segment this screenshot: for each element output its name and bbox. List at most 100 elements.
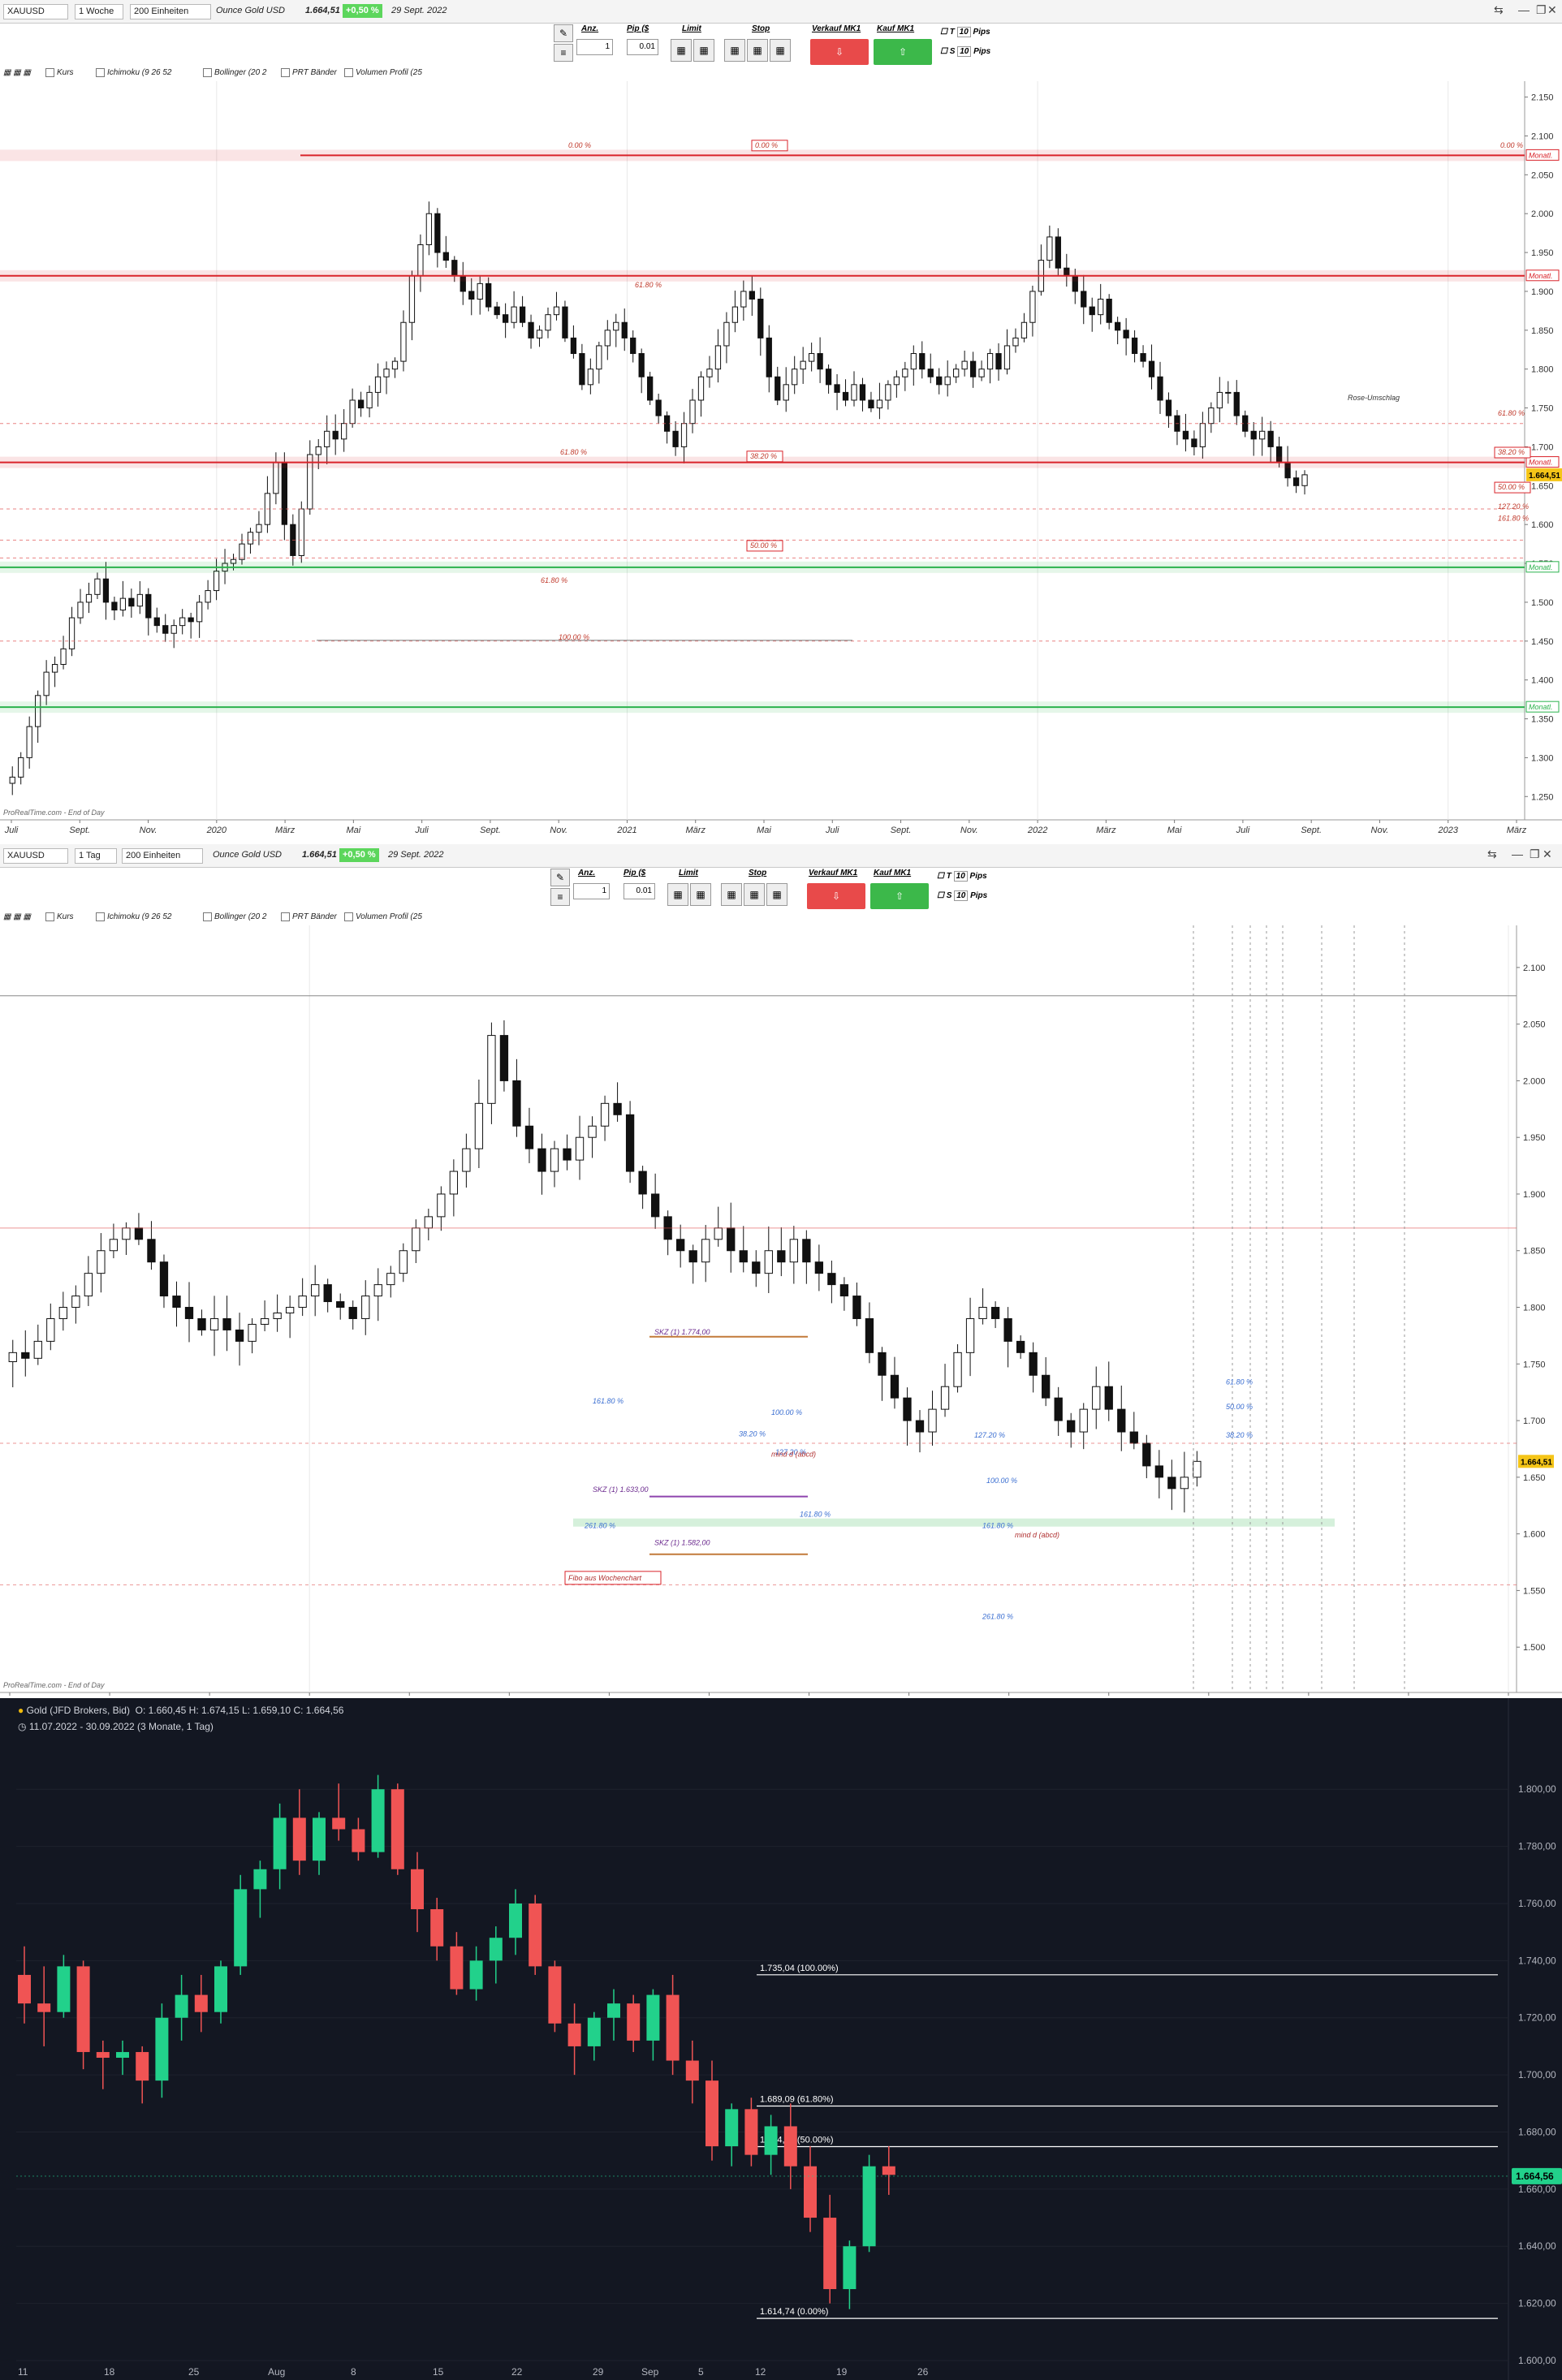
candle-bull bbox=[1208, 407, 1215, 425]
candle-bear bbox=[570, 337, 577, 355]
s-checkbox[interactable]: ☐ S 10 Pips bbox=[937, 890, 988, 901]
fib-label: 38.20 % bbox=[1498, 448, 1525, 456]
stop-2-icon[interactable]: ▦ bbox=[744, 883, 765, 906]
indicator-volume-profile[interactable]: Volumen Profil (25 bbox=[344, 68, 422, 77]
weekly-chart-svg[interactable]: 2.150 2.100 2.050 2.000 1.950 1.900 1.850 1.800… bbox=[0, 81, 1562, 844]
candle-bull bbox=[8, 1352, 17, 1363]
indicator-price[interactable]: Kurs bbox=[45, 912, 74, 921]
sell-market-button[interactable]: ⇩ bbox=[810, 39, 869, 65]
indicator-prt-bands[interactable]: PRT Bänder bbox=[281, 912, 337, 921]
y-tick-label: 1.800 bbox=[1531, 365, 1554, 375]
candle-bear bbox=[827, 1273, 836, 1286]
limit-buy-icon[interactable]: ▦ bbox=[667, 883, 688, 906]
y-tick-label: 1.900 bbox=[1523, 1190, 1546, 1200]
ticket-icon[interactable]: ≡ bbox=[554, 44, 573, 62]
limit-label: Limit bbox=[679, 869, 698, 877]
candle-bull bbox=[383, 369, 390, 377]
candle-bear bbox=[96, 2051, 110, 2058]
indicator-prt-bands[interactable]: PRT Bänder bbox=[281, 68, 337, 77]
pip-input[interactable]: 0.01 bbox=[624, 883, 655, 899]
candle-bull bbox=[862, 2166, 876, 2247]
candle-bull bbox=[51, 664, 58, 673]
y-tick-label: 1.650 bbox=[1523, 1473, 1546, 1483]
candle-bear bbox=[1182, 430, 1189, 440]
candle-bear bbox=[524, 1125, 534, 1149]
settings-icon[interactable]: ✎ bbox=[550, 869, 570, 886]
pip-input[interactable]: 0.01 bbox=[627, 39, 658, 55]
t-checkbox[interactable]: ☐ T 10 Pips bbox=[940, 27, 990, 37]
t-checkbox[interactable]: ☐ T 10 Pips bbox=[937, 871, 987, 882]
candle-bull bbox=[374, 376, 382, 393]
candle-bull bbox=[723, 321, 730, 347]
y-tick-label: 1.600 bbox=[1531, 520, 1554, 530]
symbol-select[interactable]: XAUUSD bbox=[3, 848, 68, 864]
minimize-icon[interactable]: — bbox=[1512, 847, 1523, 860]
limit-buy-icon[interactable]: ▦ bbox=[671, 39, 692, 62]
interval-select[interactable]: 1 Woche bbox=[75, 4, 123, 19]
candle-bear bbox=[332, 430, 339, 440]
quote-date: 29 Sept. 2022 bbox=[388, 850, 444, 860]
interval-select[interactable]: 1 Tag bbox=[75, 848, 117, 864]
sell-market-button[interactable]: ⇩ bbox=[807, 883, 865, 909]
stop-2-icon[interactable]: ▦ bbox=[747, 39, 768, 62]
indicator-price[interactable]: Kurs bbox=[45, 68, 74, 77]
y-tick-label: 1.850 bbox=[1531, 326, 1554, 336]
candle-bull bbox=[808, 353, 815, 362]
toolbar-icons[interactable]: ▦ ▦ ▦ bbox=[3, 68, 31, 77]
candle-bull bbox=[536, 330, 543, 338]
last-price-badge bbox=[1512, 2167, 1562, 2184]
units-select[interactable]: 200 Einheiten bbox=[130, 4, 211, 19]
refresh-icon[interactable]: ⇆ bbox=[1487, 847, 1497, 860]
candle-bear bbox=[18, 1974, 31, 2004]
symbol-select[interactable]: XAUUSD bbox=[3, 4, 68, 19]
candle-bear bbox=[638, 353, 645, 377]
fib-label: 50.00 % bbox=[1498, 483, 1525, 491]
minimize-icon[interactable]: — bbox=[1518, 3, 1530, 16]
tv-chart-svg[interactable]: 1.800,00 1.780,00 1.760,00 1.740,00 1.720,00… bbox=[0, 1698, 1562, 2380]
buy-market-button[interactable]: ⇧ bbox=[870, 883, 929, 909]
chart-label: 127.20 % bbox=[775, 1448, 806, 1456]
pip-label: Pip ($ bbox=[627, 24, 649, 33]
chart-label: SKZ (1) 1.582,00 bbox=[654, 1539, 710, 1547]
level-tag-text: Monatl. bbox=[1529, 459, 1553, 467]
indicator-ichimoku[interactable]: Ichimoku (9 26 52 bbox=[96, 912, 172, 921]
candle-bull bbox=[701, 1239, 710, 1263]
y-tick-label: 1.350 bbox=[1531, 715, 1554, 725]
indicator-bollinger[interactable]: Bollinger (20 2 bbox=[203, 912, 266, 921]
restore-icon[interactable]: ❐ bbox=[1536, 3, 1547, 16]
candle-bull bbox=[408, 275, 416, 323]
x-tick-label: Juli bbox=[4, 826, 19, 835]
close-icon[interactable]: ✕ bbox=[1547, 3, 1557, 16]
stop-3-icon[interactable]: ▦ bbox=[766, 883, 787, 906]
candle-bull bbox=[399, 1250, 408, 1274]
stop-3-icon[interactable]: ▦ bbox=[770, 39, 791, 62]
indicator-ichimoku[interactable]: Ichimoku (9 26 52 bbox=[96, 68, 172, 77]
indicator-bollinger[interactable]: Bollinger (20 2 bbox=[203, 68, 266, 77]
limit-sell-icon[interactable]: ▦ bbox=[690, 883, 711, 906]
stop-1-icon[interactable]: ▦ bbox=[721, 883, 742, 906]
qty-input[interactable]: 1 bbox=[573, 883, 610, 899]
close-icon[interactable]: ✕ bbox=[1543, 847, 1552, 860]
stop-1-icon[interactable]: ▦ bbox=[724, 39, 745, 62]
daily-chart-svg[interactable]: 2.100 2.050 2.000 1.950 1.900 1.850 1.800 1.750… bbox=[0, 925, 1562, 1698]
restore-icon[interactable]: ❐ bbox=[1530, 847, 1540, 860]
ticket-icon[interactable]: ≡ bbox=[550, 888, 570, 906]
units-select[interactable]: 200 Einheiten bbox=[122, 848, 203, 864]
buy-market-button[interactable]: ⇧ bbox=[874, 39, 932, 65]
s-checkbox[interactable]: ☐ S 10 Pips bbox=[940, 46, 991, 57]
candle-bear bbox=[1267, 430, 1274, 447]
candle-bear bbox=[567, 2023, 581, 2046]
candle-bull bbox=[689, 399, 696, 425]
limit-sell-icon[interactable]: ▦ bbox=[693, 39, 714, 62]
candle-bull bbox=[1199, 423, 1206, 447]
refresh-icon[interactable]: ⇆ bbox=[1494, 3, 1504, 16]
qty-input[interactable]: 1 bbox=[576, 39, 613, 55]
toolbar-icons[interactable]: ▦ ▦ ▦ bbox=[3, 912, 31, 921]
candle-bull bbox=[386, 1273, 395, 1286]
indicator-volume-profile[interactable]: Volumen Profil (25 bbox=[344, 912, 422, 921]
fib-label-box bbox=[746, 451, 783, 463]
daily-chart-panel: XAUUSD 1 Tag 200 Einheiten Ounce Gold US… bbox=[0, 844, 1562, 1698]
settings-icon[interactable]: ✎ bbox=[554, 24, 573, 42]
candle-bear bbox=[915, 1420, 925, 1433]
fib-label: 61.80 % bbox=[635, 281, 662, 289]
